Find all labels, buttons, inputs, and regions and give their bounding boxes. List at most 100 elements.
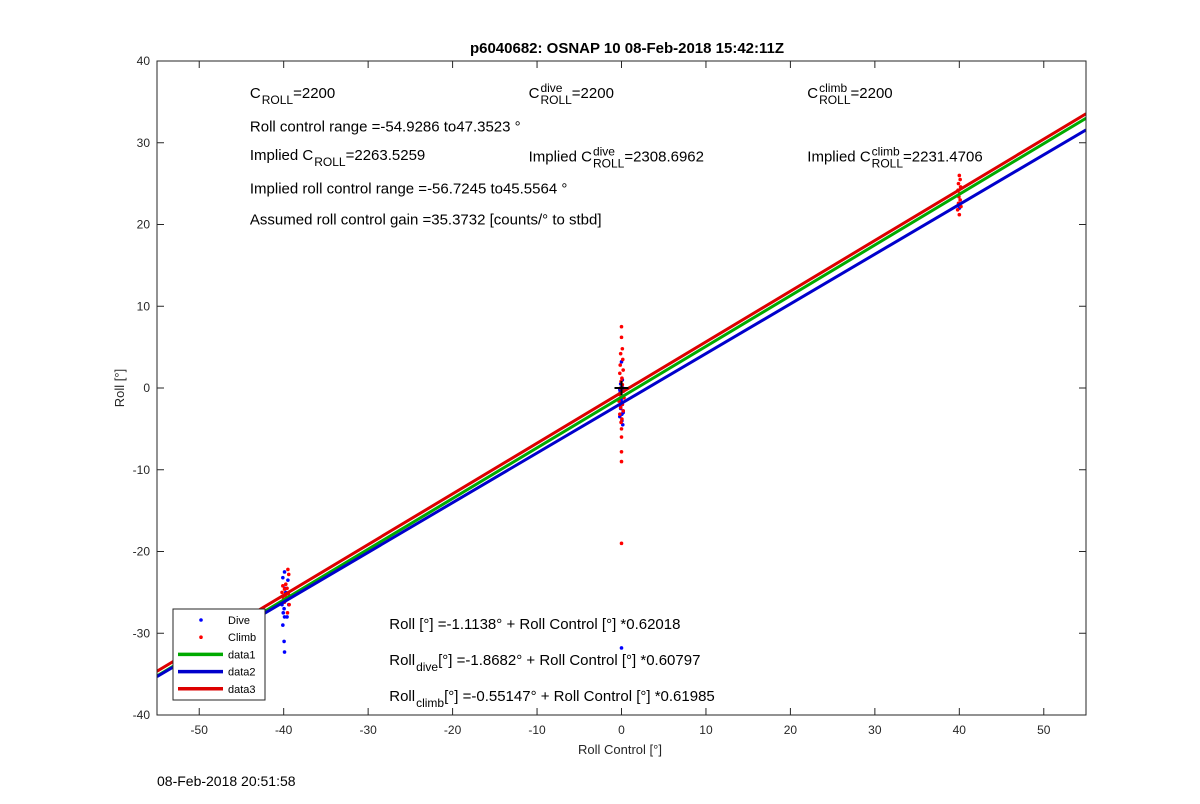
annotation-sub: ROLL [540, 93, 572, 107]
annotation-fit-all: Roll [°] =-1.1138° + Roll Control [°] *0… [389, 616, 680, 633]
point-dive [282, 570, 287, 574]
legend-swatch-dive [199, 618, 203, 622]
point-climb [280, 590, 284, 595]
point-climb [619, 435, 624, 439]
origin-marker [614, 381, 629, 395]
point-climb [621, 368, 625, 372]
point-climb [287, 602, 291, 607]
point-climb [958, 177, 962, 182]
point-climb [618, 351, 623, 356]
point-climb [957, 212, 962, 217]
annotation-sup: climb [819, 81, 847, 95]
legend-label-data3: data3 [228, 684, 256, 696]
point-climb [286, 572, 291, 577]
point-climb [958, 198, 962, 202]
annotation-rest: =2263.5259 [346, 147, 426, 164]
point-climb [618, 412, 622, 416]
x-tick-label: 30 [868, 723, 882, 737]
legend-swatch-climb [199, 635, 203, 639]
point-dive [281, 575, 285, 580]
annotation-sub: ROLL [593, 157, 625, 171]
annotation-sub: climb [416, 696, 444, 710]
point-climb [619, 427, 624, 431]
x-tick-label: -30 [359, 723, 377, 737]
point-climb [619, 335, 624, 340]
legend-label-data2: data2 [228, 667, 256, 679]
annotation-c-roll-dive: C [529, 85, 540, 102]
point-climb [285, 611, 290, 615]
y-tick-label: 10 [137, 299, 151, 313]
legend-label-climb: Climb [228, 632, 256, 644]
x-tick-label: -50 [191, 723, 209, 737]
point-climb [619, 541, 624, 546]
point-climb [283, 582, 288, 586]
annotation-sub: ROLL [819, 93, 851, 107]
point-climb [621, 409, 625, 413]
y-tick-label: 40 [137, 54, 151, 68]
x-tick-label: 0 [618, 723, 625, 737]
annotation-c-roll-climb: C [807, 85, 818, 102]
x-tick-label: 10 [699, 723, 713, 737]
annotation-sup: climb [872, 145, 900, 159]
y-tick-label: -30 [133, 626, 151, 640]
x-tick-label: -40 [275, 723, 293, 737]
point-dive [282, 615, 287, 619]
annotation-sub: ROLL [314, 155, 346, 169]
annotation-sub: ROLL [262, 93, 294, 107]
point-climb [957, 173, 962, 178]
point-climb [620, 346, 625, 351]
annotation-sub: dive [416, 660, 438, 674]
y-axis-label: Roll [°] [112, 369, 127, 407]
point-climb [619, 420, 623, 425]
point-climb [955, 207, 960, 212]
y-tick-label: 20 [137, 218, 151, 232]
point-climb [620, 376, 624, 380]
annotation-implied-c-roll-dive: Implied C [529, 149, 593, 166]
annotation-rest: =2231.4706 [903, 149, 983, 166]
y-tick-label: -10 [133, 463, 151, 477]
point-climb [956, 181, 961, 186]
point-climb [618, 371, 622, 376]
annotation-rest: =2200 [851, 85, 893, 102]
annotation-sup: dive [593, 145, 615, 159]
annotation-rest: [°] =-0.55147° + Roll Control [°] *0.619… [444, 688, 715, 705]
point-dive [281, 611, 286, 615]
point-climb [618, 363, 623, 367]
point-climb [286, 567, 290, 572]
point-climb [619, 459, 624, 464]
footer-timestamp: 08-Feb-2018 20:51:58 [157, 773, 296, 789]
y-tick-label: 0 [143, 381, 150, 395]
x-tick-label: -10 [528, 723, 546, 737]
x-axis-label: Roll Control [°] [578, 742, 662, 757]
point-dive [282, 650, 287, 654]
point-dive [285, 615, 289, 619]
chart-title: p6040682: OSNAP 10 08-Feb-2018 15:42:11Z [470, 40, 784, 57]
point-climb [620, 417, 624, 421]
annotation-sub: ROLL [872, 157, 904, 171]
x-tick-label: 40 [953, 723, 967, 737]
point-climb [618, 405, 623, 410]
point-dive [282, 639, 286, 644]
annotation-rest: =2308.6962 [624, 149, 704, 166]
annotation-fit-climb: Roll [389, 688, 415, 705]
point-climb [619, 449, 624, 454]
point-dive [286, 578, 290, 582]
fit-line-data2 [157, 128, 1086, 678]
annotation-c-roll: C [250, 85, 261, 102]
legend-label-data1: data1 [228, 649, 256, 661]
annotation-sup: dive [540, 81, 562, 95]
point-climb [281, 584, 285, 588]
point-climb [619, 324, 624, 329]
point-dive [619, 646, 624, 650]
y-tick-label: -20 [133, 545, 151, 559]
point-dive [282, 606, 286, 611]
annotation-roll-range: Roll control range =-54.9286 to47.3523 ° [250, 118, 521, 135]
legend-label-dive: Dive [228, 615, 250, 627]
x-tick-label: -20 [444, 723, 462, 737]
annotation-fit-dive: Roll [389, 652, 415, 669]
point-climb [285, 586, 289, 591]
x-tick-label: 50 [1037, 723, 1051, 737]
annotation-rest: =2200 [572, 85, 614, 102]
annotation-implied-c-roll: Implied C [250, 147, 314, 164]
